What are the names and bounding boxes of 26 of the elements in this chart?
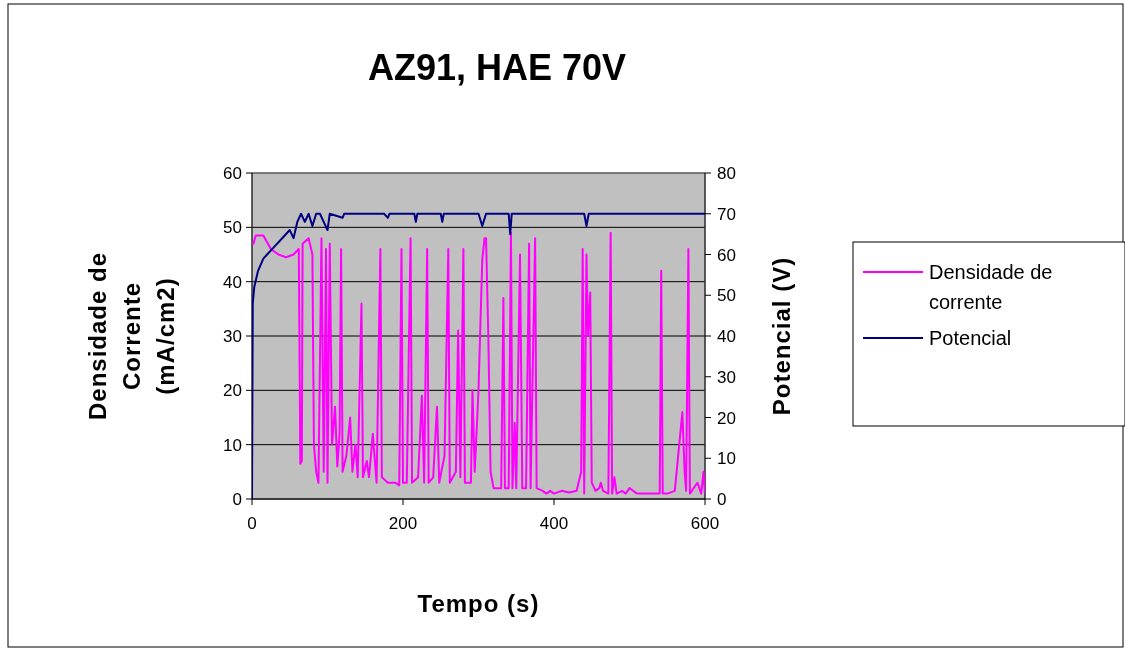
y2-tick-label: 20 — [717, 408, 736, 428]
legend-label: Potencial — [929, 327, 1012, 349]
y-tick-label: 50 — [223, 218, 242, 238]
chart-title: AZ91, HAE 70V — [367, 47, 627, 88]
y2-tick-label: 70 — [717, 204, 736, 224]
y-tick-label: 40 — [223, 272, 242, 292]
y-axis-title: Densidade de Corrente (mA/cm2) — [84, 251, 179, 421]
y2-tick-label: 10 — [717, 449, 736, 469]
x-axis-title: Tempo (s) — [417, 590, 540, 617]
y2-tick-label: 0 — [717, 490, 727, 509]
y2-tick-label: 40 — [717, 327, 736, 346]
x-tick-label: 400 — [539, 514, 569, 533]
y2-axis-title: Potencial (V) — [768, 256, 795, 416]
x-tick-label: 600 — [690, 514, 720, 533]
y-tick-label: 0 — [232, 490, 242, 509]
legend-label: Densidade de corrente — [929, 261, 1053, 313]
x-tick-label: 200 — [388, 514, 418, 533]
y-tick-label: 30 — [223, 327, 242, 346]
y-tick-label: 20 — [223, 381, 242, 401]
y2-tick-label: 60 — [717, 245, 736, 265]
y2-tick-label: 50 — [717, 286, 736, 306]
y-tick-label: 60 — [223, 164, 242, 183]
y2-tick-label: 80 — [717, 164, 736, 183]
y2-tick-label: 30 — [717, 367, 736, 387]
y-tick-label: 10 — [223, 435, 242, 455]
x-tick-label: 0 — [247, 514, 257, 533]
